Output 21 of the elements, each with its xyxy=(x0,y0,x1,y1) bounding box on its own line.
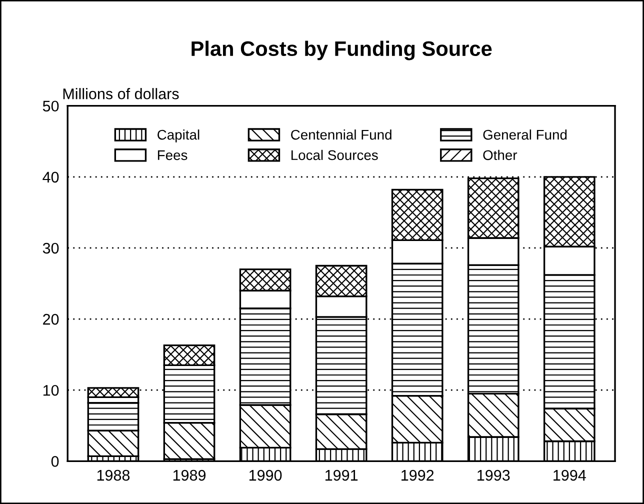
legend-label: General Fund xyxy=(483,129,567,140)
x-tick-label: 1993 xyxy=(478,470,510,481)
legend-label: Other xyxy=(483,150,518,160)
x-tick-label: 1988 xyxy=(97,470,130,481)
y-tick-label: 10 xyxy=(43,384,59,396)
x-tick-label: 1994 xyxy=(554,470,586,481)
y-axis-title: Millions of dollars xyxy=(63,88,179,100)
y-tick-label: 50 xyxy=(42,100,59,112)
x-tick-label: 1990 xyxy=(249,470,282,481)
x-tick-label: 1991 xyxy=(325,470,358,481)
y-tick-label: 40 xyxy=(42,172,59,183)
y-tick-label: 30 xyxy=(42,242,59,254)
x-tick-label: 1989 xyxy=(173,470,206,481)
x-tick-label: 1992 xyxy=(402,470,434,481)
y-tick-label: 20 xyxy=(43,314,59,325)
legend-label: Capital xyxy=(158,129,200,142)
chart-title: Plan Costs by Funding Source xyxy=(192,40,492,60)
legend-label: Fees xyxy=(158,150,188,160)
legend-label: Local Sources xyxy=(291,150,378,160)
legend-label: Centennial Fund xyxy=(291,129,392,140)
y-tick-label: 0 xyxy=(51,456,59,467)
